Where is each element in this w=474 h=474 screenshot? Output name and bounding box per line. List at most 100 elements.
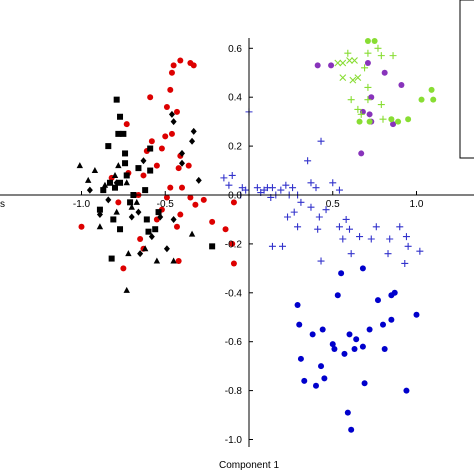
data-point — [312, 184, 320, 192]
data-point — [405, 116, 412, 123]
data-point — [153, 257, 161, 264]
data-point — [140, 157, 147, 165]
data-point — [106, 179, 113, 186]
data-point — [344, 49, 352, 57]
data-point — [122, 150, 129, 157]
data-point — [398, 81, 405, 88]
data-point — [388, 116, 395, 123]
data-point — [225, 181, 233, 189]
data-point — [381, 69, 388, 76]
data-point — [359, 343, 366, 350]
series-3 — [86, 110, 202, 258]
data-point — [152, 226, 159, 233]
data-point — [96, 211, 103, 219]
data-point — [301, 377, 308, 384]
data-point — [85, 176, 92, 183]
data-point — [268, 242, 276, 250]
data-point — [319, 326, 326, 333]
data-point — [229, 240, 236, 247]
data-point — [284, 213, 292, 221]
x-tick-label: 1.0 — [410, 199, 424, 210]
data-point — [309, 331, 316, 338]
data-point — [384, 250, 392, 258]
data-point — [155, 209, 162, 216]
data-point — [122, 160, 129, 167]
data-point — [388, 316, 395, 323]
series-9 — [344, 44, 397, 123]
data-point — [163, 103, 170, 110]
data-point — [253, 184, 261, 192]
data-point — [123, 121, 130, 128]
data-point — [147, 145, 154, 152]
data-point — [179, 149, 185, 157]
data-point — [413, 311, 420, 318]
data-point — [353, 336, 360, 343]
data-point — [290, 208, 298, 216]
data-point — [170, 215, 177, 223]
y-tick-label: -0.4 — [225, 288, 243, 299]
data-point — [175, 165, 182, 172]
data-point — [192, 201, 199, 208]
data-point — [113, 96, 120, 103]
data-point — [135, 208, 142, 216]
data-point — [167, 184, 174, 191]
data-point — [209, 243, 216, 250]
y-tick-label: -0.8 — [225, 386, 243, 397]
data-point — [430, 96, 437, 103]
x-tick-label: -0.5 — [157, 199, 175, 210]
data-point — [175, 258, 182, 265]
data-point — [317, 137, 325, 145]
data-point — [128, 203, 135, 210]
data-point — [346, 225, 353, 233]
data-point — [372, 223, 380, 231]
data-point — [105, 196, 112, 204]
data-point — [162, 133, 169, 140]
data-point — [364, 83, 372, 91]
data-point — [115, 199, 122, 206]
data-point — [402, 233, 410, 241]
series-6 — [314, 59, 405, 157]
data-point — [142, 187, 149, 194]
data-point — [179, 159, 185, 167]
data-point — [294, 302, 301, 309]
data-point — [177, 57, 184, 64]
data-point — [120, 265, 127, 272]
data-point — [334, 292, 341, 299]
data-point — [297, 198, 305, 206]
data-point — [123, 286, 130, 293]
data-point — [354, 74, 362, 82]
data-point — [356, 233, 364, 241]
data-point — [187, 194, 194, 201]
data-point — [289, 184, 297, 192]
legend-box — [459, 0, 474, 159]
data-point — [117, 113, 124, 120]
data-point — [128, 213, 135, 221]
data-point — [168, 130, 175, 137]
data-points — [76, 37, 437, 433]
data-point — [339, 74, 347, 82]
data-point — [314, 62, 321, 69]
data-point — [170, 257, 177, 264]
data-point — [220, 174, 228, 182]
data-point — [277, 186, 285, 194]
data-point — [110, 216, 117, 223]
x-tick-label: 0.5 — [326, 199, 340, 210]
data-point — [188, 230, 196, 237]
data-point — [96, 206, 103, 213]
data-point — [101, 181, 109, 188]
data-point — [361, 64, 369, 72]
series-0 — [78, 57, 237, 272]
data-point — [364, 96, 372, 104]
data-point — [190, 62, 197, 69]
data-point — [395, 118, 402, 125]
data-point — [228, 171, 236, 179]
data-point — [379, 115, 387, 123]
data-point — [123, 172, 130, 179]
data-point — [367, 235, 375, 243]
data-point — [349, 76, 357, 84]
data-point — [304, 157, 312, 165]
data-point — [282, 181, 290, 189]
data-point — [133, 198, 140, 205]
data-point — [351, 346, 358, 353]
y-tick-label: -1.0 — [225, 435, 243, 446]
